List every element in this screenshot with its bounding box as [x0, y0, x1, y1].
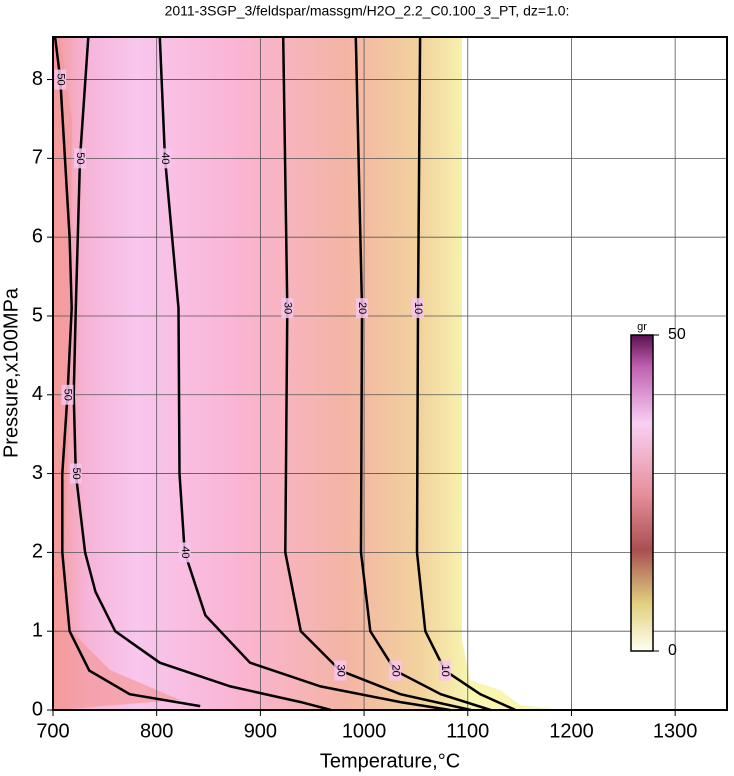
contour-label-bg — [178, 542, 191, 563]
contour-label: 30 — [281, 302, 293, 314]
filled-region — [53, 37, 560, 710]
contour-label-bg — [438, 660, 451, 681]
contour-label: 50 — [74, 152, 86, 164]
colorbar-label: gr — [637, 321, 647, 333]
x-axis-label: Temperature,°C — [320, 750, 460, 772]
contour-label-bg — [334, 660, 347, 681]
y-tick-label: 6 — [32, 225, 43, 247]
contour-label-bg — [411, 298, 424, 319]
x-tick-label: 1300 — [653, 720, 698, 742]
contour-label: 50 — [70, 467, 82, 479]
chart-title: 2011-3SGP_3/feldspar/massgm/H2O_2.2_C0.1… — [165, 3, 570, 19]
contour-line — [72, 36, 332, 712]
y-tick-label: 0 — [32, 698, 43, 720]
low-region — [53, 37, 180, 710]
x-tick-label: 1000 — [342, 720, 387, 742]
y-axis-label: Pressure,x100MPa — [0, 287, 22, 458]
contour-label: 40 — [179, 546, 191, 558]
colorbar — [630, 334, 654, 652]
x-tick-label: 800 — [140, 720, 173, 742]
y-tick-label: 1 — [32, 619, 43, 641]
contour-label-bg — [158, 148, 171, 169]
y-tick-label: 8 — [32, 68, 43, 90]
contour-label-bg — [69, 463, 82, 484]
contour-label-bg — [54, 69, 67, 90]
y-tick-label: 5 — [32, 304, 43, 326]
contour-label: 50 — [54, 73, 66, 85]
contour-label: 10 — [412, 302, 424, 314]
contour-label: 40 — [159, 152, 171, 164]
x-tick-label: 900 — [244, 720, 277, 742]
y-tick-label: 4 — [32, 383, 43, 405]
x-tick-label: 700 — [36, 720, 69, 742]
contour-line — [158, 36, 451, 712]
y-tick-label: 2 — [32, 541, 43, 563]
contour-label: 30 — [334, 664, 346, 676]
contour-label: 50 — [62, 389, 74, 401]
contour-label: 20 — [356, 302, 368, 314]
contour-line — [53, 36, 201, 708]
colorbar-tick-label: 0 — [668, 642, 677, 659]
x-tick-label: 1100 — [446, 720, 489, 742]
x-tick-label: 1200 — [549, 720, 594, 742]
y-tick-label: 3 — [32, 462, 43, 484]
plot-frame — [52, 36, 728, 711]
contour-label-bg — [281, 298, 294, 319]
contour-label: 20 — [389, 664, 401, 676]
contour-label-bg — [389, 660, 402, 681]
y-tick-label: 7 — [32, 147, 43, 169]
contour-label-bg — [73, 148, 86, 169]
contour-label: 10 — [439, 664, 451, 676]
contour-label-bg — [356, 298, 369, 319]
contour-label-bg — [61, 384, 74, 405]
colorbar-tick-label: 50 — [668, 326, 686, 343]
